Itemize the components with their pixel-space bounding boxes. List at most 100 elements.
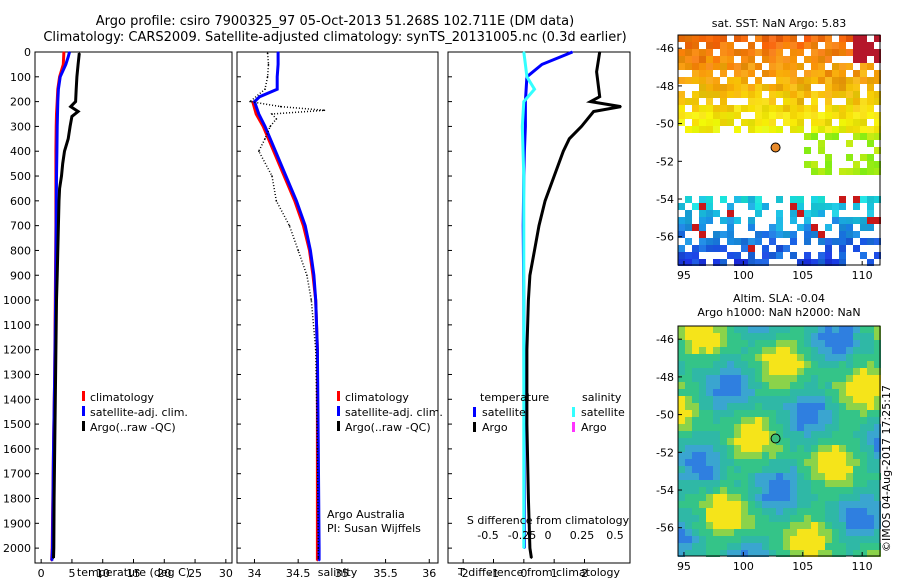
x-tick-label: -1 (488, 567, 499, 580)
map-cell (818, 487, 825, 494)
map-cell (706, 466, 713, 473)
map-cell (839, 459, 846, 466)
map-cell (853, 445, 860, 452)
map-cell (692, 452, 699, 459)
map-cell (755, 112, 762, 119)
map-cell (713, 543, 720, 550)
map-cell (734, 84, 741, 91)
map-cell (685, 410, 692, 417)
map-cell (860, 133, 867, 140)
map-cell (839, 452, 846, 459)
map-cell (727, 501, 734, 508)
map-cell (776, 445, 783, 452)
map-cell (874, 522, 881, 529)
map-cell (818, 340, 825, 347)
map-cell (727, 445, 734, 452)
s-axis-label: S difference from climatology (467, 514, 630, 527)
map-cell (741, 259, 748, 266)
map-cell (853, 452, 860, 459)
s-tick-label: -0.25 (508, 529, 536, 542)
map-cell (755, 259, 762, 266)
map-cell (860, 473, 867, 480)
map-cell (713, 515, 720, 522)
map-cell (706, 238, 713, 245)
map-cell (874, 382, 881, 389)
data-point (76, 76, 78, 78)
map-cell (804, 515, 811, 522)
map-cell (846, 515, 853, 522)
map-cell (769, 487, 776, 494)
map-cell (762, 326, 769, 333)
map-cell (776, 63, 783, 70)
map-cell (811, 529, 818, 536)
map-cell (790, 340, 797, 347)
map-cell (860, 354, 867, 361)
map-cell (706, 217, 713, 224)
map-cell (706, 126, 713, 133)
map-cell (734, 238, 741, 245)
map-cell (699, 487, 706, 494)
map-cell (776, 42, 783, 49)
map-cell (783, 382, 790, 389)
map-cell (713, 105, 720, 112)
map-cell (699, 515, 706, 522)
map-cell (818, 445, 825, 452)
map-cell (741, 49, 748, 56)
map-cell (692, 42, 699, 49)
legend-swatch (82, 391, 85, 401)
map-cell (839, 368, 846, 375)
map-cell (713, 487, 720, 494)
chart-title-line-2: Climatology: CARS2009. Satellite-adjuste… (43, 30, 627, 45)
map-cell (832, 431, 839, 438)
map-cell (678, 424, 685, 431)
map-cell (839, 196, 846, 203)
map-cell (839, 49, 846, 56)
map-cell (769, 91, 776, 98)
map-cell (706, 389, 713, 396)
data-point (69, 105, 72, 108)
map-cell (762, 382, 769, 389)
map-cell (776, 231, 783, 238)
map-cell (727, 515, 734, 522)
map-cell (720, 105, 727, 112)
map-cell (692, 410, 699, 417)
map-cell (846, 340, 853, 347)
map-cell (699, 91, 706, 98)
map-cell (706, 375, 713, 382)
map-cell (860, 466, 867, 473)
map-cell (713, 494, 720, 501)
map-cell (741, 396, 748, 403)
map-cell (846, 326, 853, 333)
map-cell (783, 361, 790, 368)
map-cell (706, 424, 713, 431)
map-cell (769, 340, 776, 347)
map-cell (790, 119, 797, 126)
map-cell (832, 396, 839, 403)
map-cell (769, 252, 776, 259)
y-tick-label: 200 (10, 96, 31, 109)
map-cell (713, 522, 720, 529)
map-cell (818, 326, 825, 333)
data-point (267, 63, 270, 66)
map-cell (811, 231, 818, 238)
data-point (56, 125, 58, 128)
map-cell (804, 238, 811, 245)
map-cell (713, 340, 720, 347)
map-cell (825, 494, 832, 501)
map-cell (734, 501, 741, 508)
map-cell (692, 459, 699, 466)
map-cell (839, 126, 846, 133)
map-cell (727, 487, 734, 494)
data-point (523, 100, 525, 103)
map-cell (846, 403, 853, 410)
map-cell (762, 389, 769, 396)
data-point (562, 150, 565, 153)
map-cell (874, 119, 881, 126)
map-cell (874, 91, 881, 98)
map-cell (769, 529, 776, 536)
map-cell (699, 84, 706, 91)
map-cell (720, 389, 727, 396)
data-point (71, 115, 73, 118)
data-point (55, 224, 58, 227)
map-cell (818, 259, 825, 266)
